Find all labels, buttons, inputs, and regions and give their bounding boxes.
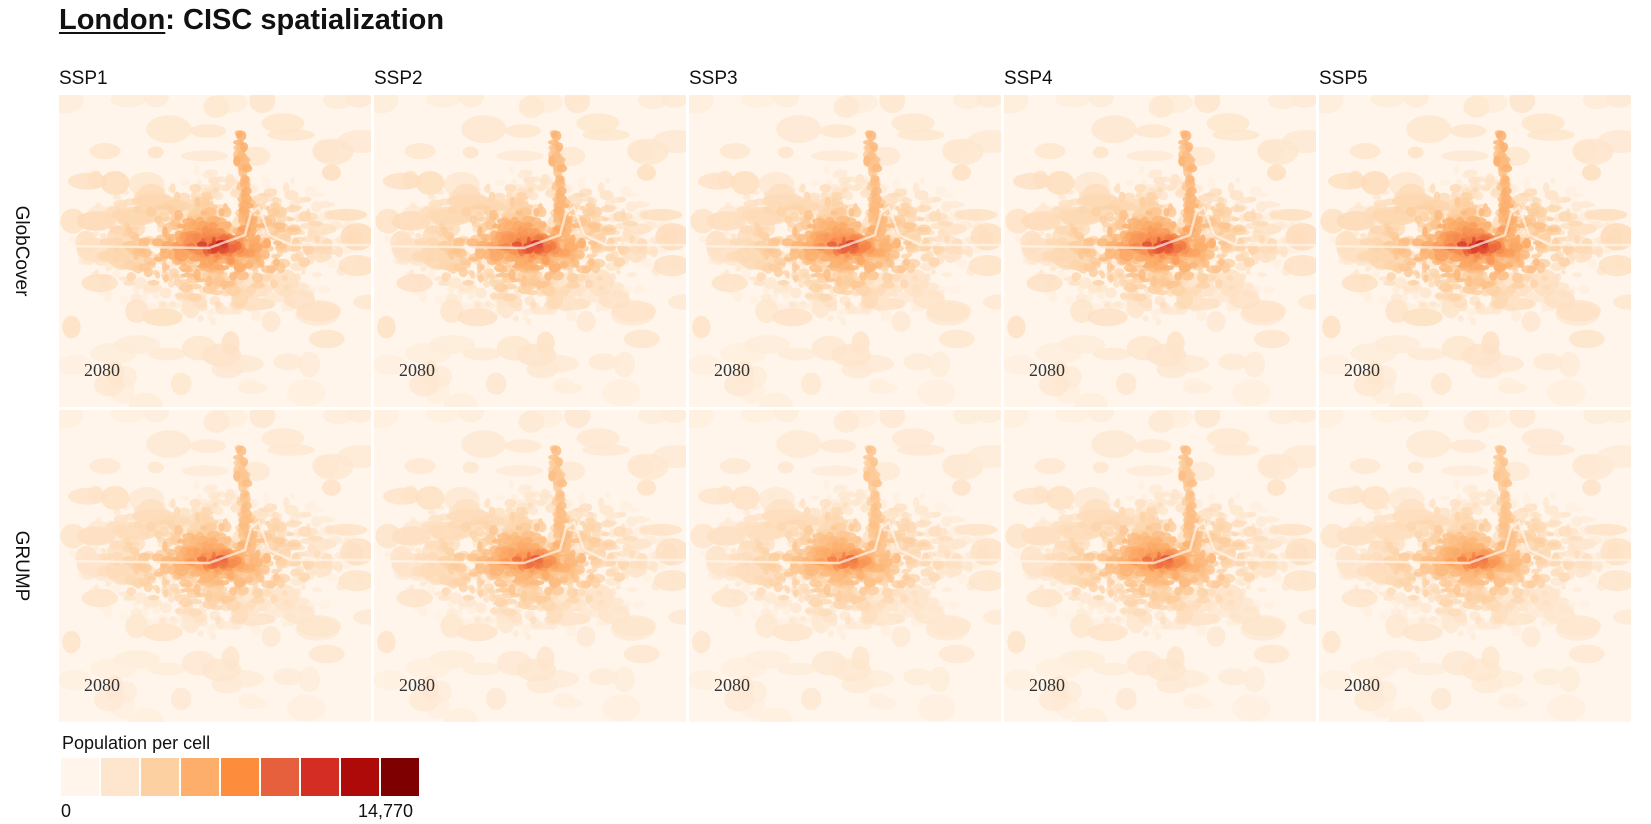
panel-year-label: 2080 [84,360,120,380]
map-panel-globcover-ssp3: 2080 [689,95,1001,407]
map-panel-grump-ssp1: 2080 [59,410,371,722]
map-panel-grump-ssp3: 2080 [689,410,1001,722]
population-raster [1004,95,1316,407]
legend-title: Population per cell [62,733,211,753]
legend-color-scale [61,758,419,796]
column-label-ssp2: SSP2 [374,68,423,89]
map-panel-grump-ssp5: 2080 [1319,410,1631,722]
panel-year-label: 2080 [399,360,435,380]
map-panel-globcover-ssp1: 2080 [59,95,371,407]
legend-swatch-9 [381,758,419,796]
population-raster [1319,410,1631,722]
panel-year-label: 2080 [399,675,435,695]
legend-swatch-3 [141,758,179,796]
panel-year-label: 2080 [84,675,120,695]
panel-year-label: 2080 [714,675,750,695]
legend-min-label: 0 [61,801,72,821]
population-raster [1319,95,1631,407]
map-panel-globcover-ssp2: 2080 [374,95,686,407]
city-link[interactable]: London [59,4,166,36]
panel-year-label: 2080 [1029,675,1065,695]
panel-year-label: 2080 [714,360,750,380]
population-raster [1004,410,1316,722]
population-raster [374,410,686,722]
legend-swatch-8 [341,758,379,796]
map-panel-grump-ssp2: 2080 [374,410,686,722]
legend-swatch-1 [61,758,99,796]
legend-max-label: 14,770 [358,801,414,821]
column-label-ssp3: SSP3 [689,68,738,89]
map-panel-grump-ssp4: 2080 [1004,410,1316,722]
panel-year-label: 2080 [1344,360,1380,380]
legend-swatch-7 [301,758,339,796]
column-label-ssp4: SSP4 [1004,68,1053,89]
map-panel-globcover-ssp5: 2080 [1319,95,1631,407]
panel-year-label: 2080 [1344,675,1380,695]
column-label-ssp5: SSP5 [1319,68,1368,89]
population-raster [374,95,686,407]
legend-swatch-5 [221,758,259,796]
map-panel-globcover-ssp4: 2080 [1004,95,1316,407]
panel-year-label: 2080 [1029,360,1065,380]
legend-swatch-6 [261,758,299,796]
row-label-grump: GRUMP [11,530,32,602]
legend-swatch-2 [101,758,139,796]
column-label-ssp1: SSP1 [59,68,108,89]
title-suffix: : CISC spatialization [165,4,445,36]
population-raster [59,410,371,722]
population-raster [59,95,371,407]
legend-swatch-4 [181,758,219,796]
page-title: London: CISC spatialization [59,4,444,37]
population-raster [689,95,1001,407]
row-label-globcover: GlobCover [11,205,32,297]
population-raster [689,410,1001,722]
